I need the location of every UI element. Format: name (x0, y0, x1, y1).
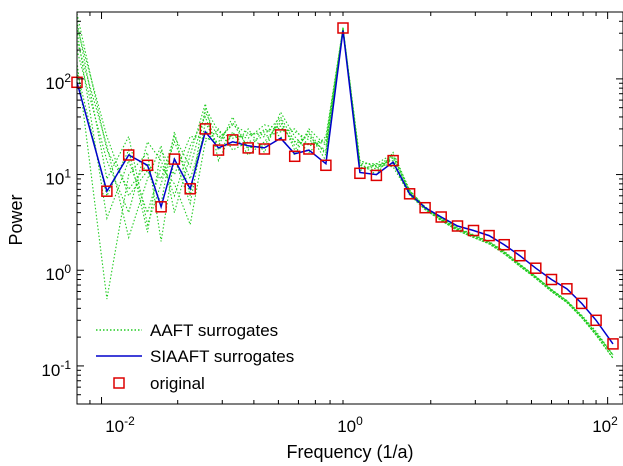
original-marker (288, 150, 301, 163)
original-marker (354, 167, 366, 180)
y-tick-label: 100 (45, 262, 71, 284)
original-marker (514, 249, 526, 262)
original-marker (168, 153, 181, 165)
x-tick-label: 102 (592, 414, 618, 436)
original-marker (101, 185, 113, 197)
original-marker (403, 188, 416, 200)
original-marker (387, 154, 399, 167)
legend: AAFT surrogates SIAAFT surrogates origin… (96, 321, 294, 393)
original-marker (545, 273, 558, 286)
original-marker (226, 134, 239, 146)
siaaft-surrogate-line (76, 30, 614, 345)
y-axis-label: Power (6, 194, 26, 245)
original-marker (337, 22, 349, 34)
x-tick-label: 10-2 (105, 414, 135, 436)
original-marker (199, 123, 212, 135)
original-marker (212, 144, 225, 156)
original-marker (184, 183, 196, 195)
plot-background (77, 12, 623, 404)
axis-ticks: 10-1 100 101 102 10-2 100 102 (41, 11, 623, 436)
original-marker (370, 169, 383, 182)
original-marker (141, 159, 154, 172)
original-marker (242, 142, 254, 154)
y-tick-label: 10-1 (41, 358, 71, 380)
original-marker (561, 283, 573, 295)
original-marker (607, 338, 619, 350)
original-marker (590, 314, 602, 327)
x-tick-label: 100 (337, 414, 363, 436)
original-marker (274, 129, 287, 141)
legend-aaft-label: AAFT surrogates (150, 321, 278, 340)
original-marker (451, 220, 464, 232)
legend-original-label: original (150, 374, 205, 393)
original-marker (575, 297, 588, 310)
original-marker (435, 211, 447, 223)
legend-original-swatch (113, 377, 125, 389)
original-marker (419, 201, 431, 214)
original-marker (122, 149, 135, 161)
siaaft-line (76, 30, 614, 345)
original-marker (530, 262, 542, 274)
legend-siaaft-label: SIAAFT surrogates (150, 347, 294, 366)
original-marker (498, 238, 510, 251)
original-marker (155, 201, 167, 213)
y-tick-label: 101 (45, 167, 71, 189)
original-marker (483, 229, 495, 242)
original-marker (320, 159, 332, 172)
original-marker (467, 224, 480, 237)
aaft-surrogate-line-7 (76, 27, 614, 359)
original-marker (303, 143, 315, 155)
original-marker (258, 143, 271, 155)
x-axis-label: Frequency (1/a) (286, 442, 413, 462)
plot-frame (76, 11, 623, 405)
y-tick-label: 102 (45, 71, 71, 93)
